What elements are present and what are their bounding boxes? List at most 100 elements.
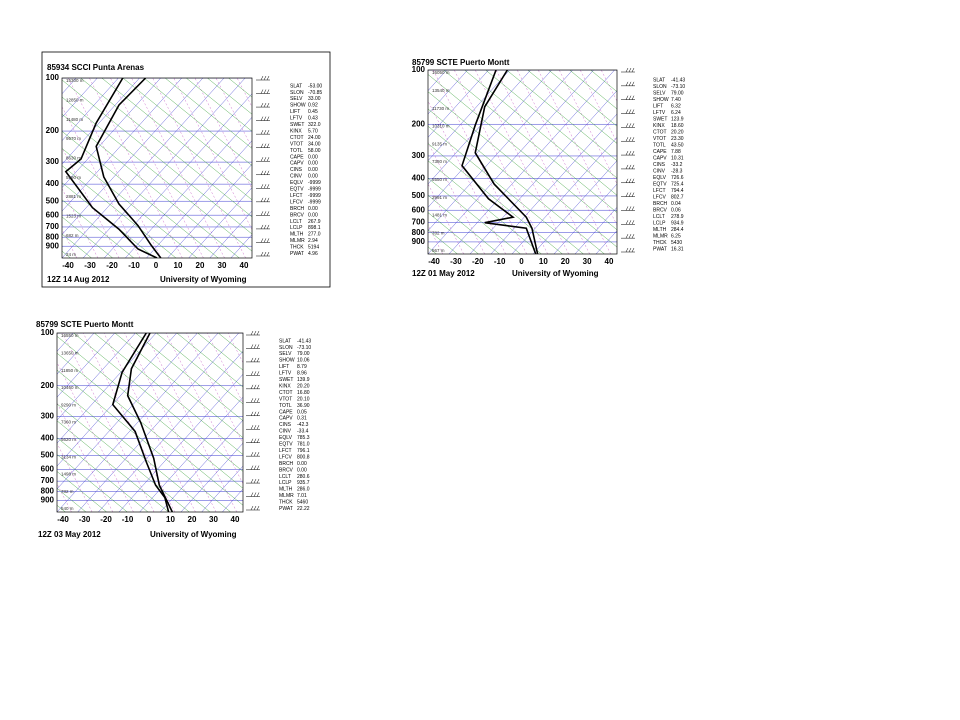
dry-adiabat [428, 125, 584, 254]
index-value: 10.31 [671, 155, 684, 161]
temperature-label: 10 [166, 515, 175, 524]
dry-adiabat [57, 403, 190, 512]
panel-title: 85799 SCTE Puerto Montt [412, 58, 510, 67]
index-value: 18.60 [671, 123, 684, 129]
index-name: LFCT [290, 193, 303, 199]
wind-barb [256, 211, 270, 216]
dry-adiabat [506, 70, 617, 162]
height-label: 12850 m [66, 98, 84, 103]
pressure-label: 300 [46, 157, 60, 166]
isotherm [305, 333, 466, 512]
dry-adiabat [186, 78, 252, 132]
index-value: 79.00 [671, 90, 684, 96]
index-value: 2.94 [308, 238, 318, 244]
index-value: 6.24 [671, 110, 681, 116]
pressure-label: 300 [41, 412, 55, 421]
wind-barb [621, 81, 635, 87]
index-name: KINX [653, 123, 665, 129]
plot-frame [427, 69, 618, 255]
isotherm [77, 333, 239, 512]
isotherm [62, 78, 204, 235]
height-label: 3134 m [61, 454, 76, 459]
index-name: THCK [290, 245, 304, 251]
isotherm [701, 70, 867, 254]
index-value: 7.88 [671, 149, 681, 155]
moist-adiabat [110, 78, 204, 258]
index-value: 20.10 [297, 396, 310, 402]
height-label: 13650 m [61, 350, 79, 355]
index-value: 10.06 [297, 358, 310, 364]
temperature-label: 40 [240, 261, 249, 270]
pressure-label: 300 [412, 151, 426, 160]
index-value: 278.9 [671, 214, 684, 220]
index-value: 280.6 [297, 474, 310, 480]
wind-barb [246, 478, 260, 484]
index-value: 0.00 [308, 212, 318, 218]
height-label: 567 m [432, 248, 445, 253]
dry-adiabat [101, 78, 252, 201]
pressure-label: 900 [46, 241, 60, 250]
height-label: 9135 m [432, 141, 447, 146]
index-value: 0.00 [297, 461, 307, 467]
wind-barb [256, 184, 270, 189]
isotherm [62, 78, 119, 142]
isotherm [659, 70, 825, 254]
height-label: 682 m [66, 233, 79, 238]
temperature-label: -10 [128, 261, 140, 270]
moist-adiabat [57, 402, 113, 512]
index-name: LFTV [290, 116, 303, 122]
index-name: CTOT [653, 129, 667, 135]
pressure-label: 200 [412, 119, 426, 128]
moist-adiabat [622, 70, 716, 254]
index-name: SWET [653, 116, 667, 122]
index-value: 800.8 [297, 454, 310, 460]
dry-adiabat [62, 113, 240, 258]
isotherm [146, 140, 252, 258]
dry-adiabat [527, 70, 617, 144]
dry-adiabat [135, 333, 243, 422]
moist-adiabat [165, 333, 243, 485]
wind-barb [256, 197, 270, 203]
dry-adiabat [62, 148, 198, 258]
index-name: CINV [290, 174, 303, 180]
wind-barb [256, 130, 270, 135]
wind-barb [621, 178, 635, 184]
moist-adiabat [307, 70, 401, 254]
index-value: 0.06 [671, 207, 681, 213]
index-name: BRCH [279, 461, 294, 467]
index-value: 0.00 [308, 154, 318, 160]
isotherm [680, 70, 846, 254]
index-value: 934.9 [671, 220, 684, 226]
index-name: EQTV [290, 187, 304, 193]
index-name: MLTH [290, 232, 304, 238]
plot-area [0, 78, 252, 258]
dry-adiabat [485, 70, 617, 179]
index-value: 0.05 [297, 409, 307, 415]
temperature-label: -40 [62, 261, 74, 270]
pressure-label: 100 [41, 328, 55, 337]
index-value: 36.90 [297, 403, 310, 409]
moist-adiabat [68, 78, 162, 258]
index-name: SHOW [290, 103, 306, 109]
isotherm [57, 333, 95, 375]
index-value: -73.10 [671, 84, 685, 90]
index-value: 267.9 [308, 219, 321, 225]
height-label: 1523 m [66, 214, 81, 219]
index-name: MLTH [653, 227, 667, 233]
pressure-label: 600 [412, 205, 426, 214]
index-name: KINX [290, 128, 302, 134]
temperature-profile [126, 333, 174, 512]
dry-adiabat [57, 336, 243, 489]
dry-adiabat [57, 352, 243, 506]
moist-adiabat [0, 78, 35, 258]
wind-barb [621, 123, 635, 128]
index-name: CAPV [653, 155, 667, 161]
wind-barb [256, 116, 270, 121]
dry-adiabat [0, 333, 3, 512]
index-value: 5.70 [308, 128, 318, 134]
index-value: 6.32 [671, 103, 681, 109]
plot-area [307, 70, 867, 254]
pressure-label: 700 [46, 222, 60, 231]
pressure-label: 100 [412, 65, 426, 74]
index-value: 20.20 [671, 129, 684, 135]
